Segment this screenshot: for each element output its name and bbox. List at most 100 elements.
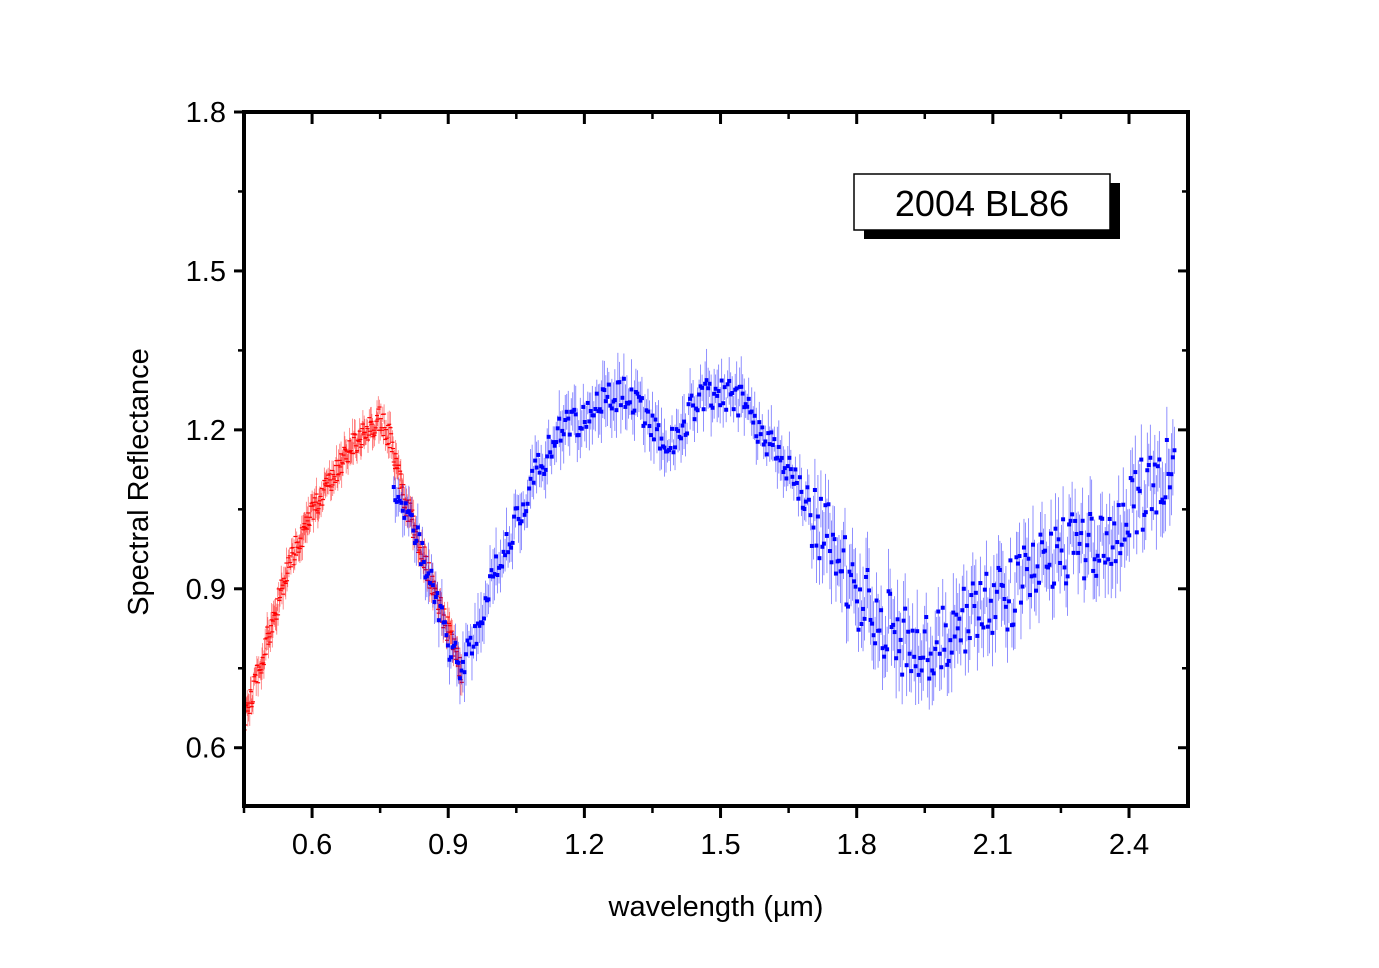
data-point: [806, 497, 811, 502]
data-point: [767, 442, 772, 447]
data-point: [836, 558, 841, 563]
data-point: [488, 574, 493, 579]
data-point: [429, 568, 434, 573]
data-point: [811, 525, 816, 530]
data-point: [964, 603, 969, 608]
data-point: [1154, 510, 1159, 515]
data-point: [751, 420, 756, 425]
data-point: [692, 417, 697, 422]
data-point: [930, 668, 935, 673]
data-point: [832, 537, 837, 542]
data-point: [1040, 540, 1045, 545]
data-point: [769, 430, 774, 435]
data-point: [1067, 522, 1072, 527]
data-point: [543, 467, 548, 472]
data-point: [602, 388, 607, 393]
data-point: [477, 623, 482, 628]
data-point: [1100, 516, 1105, 521]
data-point: [1035, 564, 1040, 569]
data-point: [1158, 500, 1163, 505]
data-point: [1056, 537, 1061, 542]
data-point: [1103, 560, 1108, 565]
data-point: [755, 439, 760, 444]
data-point: [1049, 531, 1054, 536]
data-point: [444, 633, 449, 638]
data-point: [740, 391, 745, 396]
data-layer: [242, 348, 1177, 745]
data-point: [716, 389, 721, 394]
data-point: [638, 398, 643, 403]
data-point: [1021, 545, 1026, 550]
data-point: [427, 580, 432, 585]
data-point: [608, 403, 613, 408]
data-point: [951, 610, 956, 615]
data-point: [927, 676, 932, 681]
data-point: [551, 440, 556, 445]
data-point: [742, 405, 747, 410]
data-point: [648, 433, 653, 438]
data-point: [564, 409, 569, 414]
data-point: [841, 548, 846, 553]
data-point: [506, 550, 511, 555]
data-point: [447, 657, 452, 662]
data-point: [760, 425, 765, 430]
data-point: [691, 403, 696, 408]
data-point: [1006, 599, 1011, 604]
data-point: [909, 669, 914, 674]
data-point: [898, 637, 903, 642]
data-point: [775, 455, 780, 460]
data-point: [1061, 517, 1066, 522]
data-point: [839, 569, 844, 574]
data-point: [942, 647, 947, 652]
data-point: [891, 622, 896, 627]
data-point: [682, 419, 687, 424]
data-point: [870, 621, 875, 626]
data-point: [1124, 522, 1129, 527]
data-point: [954, 612, 959, 617]
data-point: [883, 644, 888, 649]
data-point: [448, 655, 453, 660]
data-point: [1012, 608, 1017, 613]
data-point: [1127, 533, 1132, 538]
data-point: [1029, 574, 1034, 579]
data-point: [1113, 559, 1118, 564]
data-point: [558, 438, 563, 443]
data-point: [695, 408, 700, 413]
data-point: [636, 394, 641, 399]
data-point: [1172, 448, 1177, 453]
data-point: [877, 628, 882, 633]
data-point: [712, 391, 717, 396]
data-point: [482, 616, 487, 621]
data-point: [403, 501, 408, 506]
data-point: [486, 597, 491, 602]
data-point: [913, 664, 918, 669]
data-point: [552, 443, 557, 448]
data-point: [670, 426, 675, 431]
data-point: [572, 407, 577, 412]
data-point: [1014, 555, 1019, 560]
data-point: [576, 433, 581, 438]
data-point: [996, 565, 1001, 570]
data-point: [757, 420, 762, 425]
data-point: [654, 427, 659, 432]
data-point: [727, 378, 732, 383]
data-point: [939, 665, 944, 670]
data-point: [943, 623, 948, 628]
data-point: [554, 440, 559, 445]
data-point: [1101, 553, 1106, 558]
data-point: [734, 386, 739, 391]
data-point: [1115, 540, 1120, 545]
annotation-frame: [853, 173, 1111, 231]
data-point: [1170, 455, 1175, 460]
data-point: [1137, 489, 1142, 494]
data-point: [754, 434, 759, 439]
data-point: [937, 651, 942, 656]
data-point: [1018, 600, 1023, 605]
data-point: [433, 594, 438, 599]
data-point: [713, 386, 718, 391]
data-point: [439, 605, 444, 610]
data-point: [949, 650, 954, 655]
data-point: [829, 560, 834, 565]
data-point: [639, 396, 644, 401]
data-point: [510, 540, 515, 545]
